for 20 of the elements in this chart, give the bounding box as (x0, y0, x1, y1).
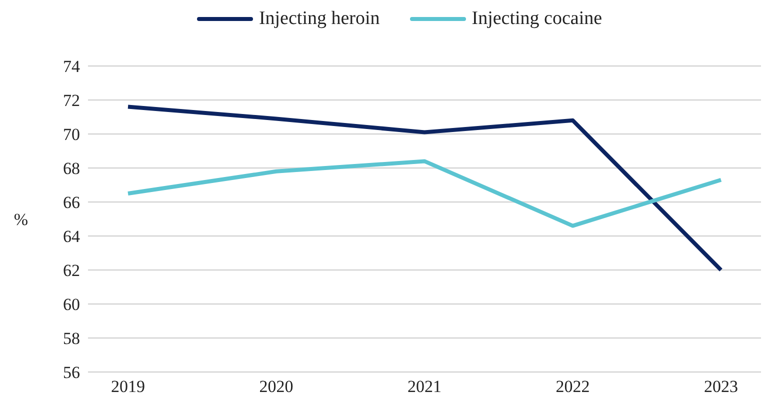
y-axis-title: % (14, 210, 28, 230)
y-tick-label: 60 (63, 295, 80, 314)
y-tick-label: 56 (63, 363, 80, 382)
legend-label: Injecting heroin (258, 8, 380, 30)
y-tick-label: 68 (63, 159, 80, 178)
x-tick-label: 2021 (408, 377, 442, 396)
y-tick-label: 70 (63, 125, 80, 144)
y-tick-label: 74 (63, 57, 80, 76)
x-tick-label: 2023 (704, 377, 738, 396)
y-tick-label: 58 (63, 329, 80, 348)
y-tick-label: 64 (63, 227, 80, 246)
y-tick-label: 72 (63, 91, 80, 110)
y-tick-label: 66 (63, 193, 80, 212)
legend-label: Injecting cocaine (470, 8, 602, 30)
x-tick-label: 2019 (111, 377, 145, 396)
x-tick-label: 2020 (259, 377, 294, 396)
x-tick-label: 2022 (556, 377, 590, 396)
line-series (126, 104, 723, 272)
y-tick-label: 62 (63, 261, 80, 280)
line-series (126, 159, 723, 228)
